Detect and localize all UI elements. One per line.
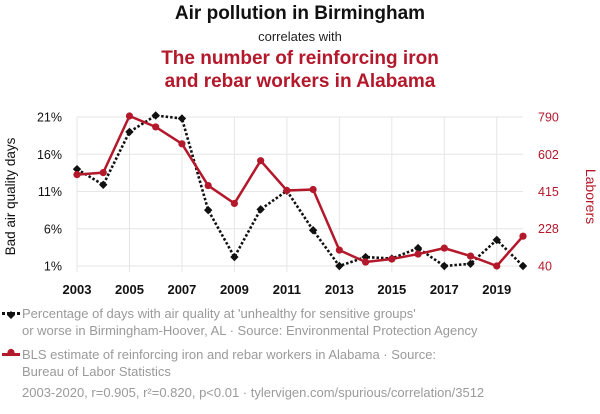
legend-laborers-line2: Bureau of Labor Statistics [22,364,171,379]
point-laborers [414,250,422,258]
y-right-tick-label: 790 [538,111,559,125]
point-air-quality [230,252,239,262]
x-tick-label: 2015 [377,282,406,297]
x-tick-label: 2013 [325,282,354,297]
point-air-quality [413,243,423,253]
point-laborers [152,123,160,131]
point-laborers [204,181,212,190]
x-tick-label: 2011 [273,282,301,297]
x-tick-label: 2017 [430,282,459,297]
y-left-tick-label: 11% [38,185,62,199]
title2-line1: The number of reinforcing iron [161,48,439,69]
legend-swatch-laborers [2,353,20,356]
point-laborers [257,157,265,165]
grid [76,116,523,272]
point-air-quality [151,111,160,120]
point-air-quality [492,235,501,245]
y-right-axis-label: Laborers [583,169,599,224]
y-left-tick-label: 1% [44,260,62,274]
point-air-quality [177,114,187,123]
point-laborers [466,252,475,260]
footer: 2003-2020, r=0.905, r²=0.820, p<0.01 · t… [22,385,485,400]
point-air-quality [466,259,475,268]
point-laborers [361,258,370,266]
point-air-quality [335,261,344,271]
point-laborers [388,255,396,263]
y-right-tick-label: 40 [538,260,552,274]
point-air-quality [203,205,213,215]
legend-laborers-line1: BLS estimate of reinforcing iron and reb… [22,347,437,362]
legend-air-quality-line1: Percentage of days with air quality at '… [22,306,416,321]
y-left-axis-label: Bad air quality days [3,137,18,255]
legend-swatch-air-quality [2,312,20,315]
point-laborers [440,244,448,252]
point-air-quality [99,180,108,189]
legend-air-quality-line2: or worse in Birmingham-Hoover, AL · Sour… [22,323,478,338]
legend-item-air-quality: Percentage of days with air quality at '… [2,305,478,339]
x-tick-label: 2009 [220,282,249,297]
chart-title: Air pollution in Birmingham [174,3,426,24]
point-laborers [178,140,186,148]
point-air-quality [440,261,449,271]
y-left-tick-label: 6% [44,222,62,236]
x-tick-label: 2019 [482,282,511,297]
title2-line2: and rebar workers in Alabama [164,71,436,92]
chart-subtitle: correlates with [258,29,342,44]
x-tick-label: 2003 [63,282,92,297]
point-air-quality [256,205,265,214]
y-left-tick-label: 21% [37,111,62,125]
point-laborers [309,185,317,194]
legend-item-laborers: BLS estimate of reinforcing iron and reb… [2,346,437,380]
point-air-quality [308,226,318,235]
point-laborers [283,186,291,195]
y-right-tick-label: 228 [538,222,559,236]
series-line-air-quality [76,114,524,268]
chart-title-secondary: The number of reinforcing iron and rebar… [0,47,600,93]
y-right-tick-label: 602 [538,148,559,162]
y-left-tick-label: 16% [37,148,62,162]
axes: 21% 16% 11% 6% 1% 790 602 415 228 40 2003 2005 2007 2… [3,111,599,357]
x-tick-label: 2007 [167,282,196,297]
point-laborers [493,262,501,270]
point-air-quality [125,127,134,137]
y-right-tick-label: 415 [538,185,559,199]
point-laborers [73,171,81,179]
point-air-quality [518,261,528,271]
series-laborers [73,112,527,270]
point-laborers [99,169,107,177]
point-laborers [335,246,343,254]
point-laborers [125,112,134,120]
point-laborers [230,199,239,208]
point-laborers [519,232,527,240]
series-air-quality [72,111,528,271]
x-tick-label: 2005 [115,282,144,297]
series-line-laborers [76,114,524,268]
point-air-quality [72,164,82,174]
